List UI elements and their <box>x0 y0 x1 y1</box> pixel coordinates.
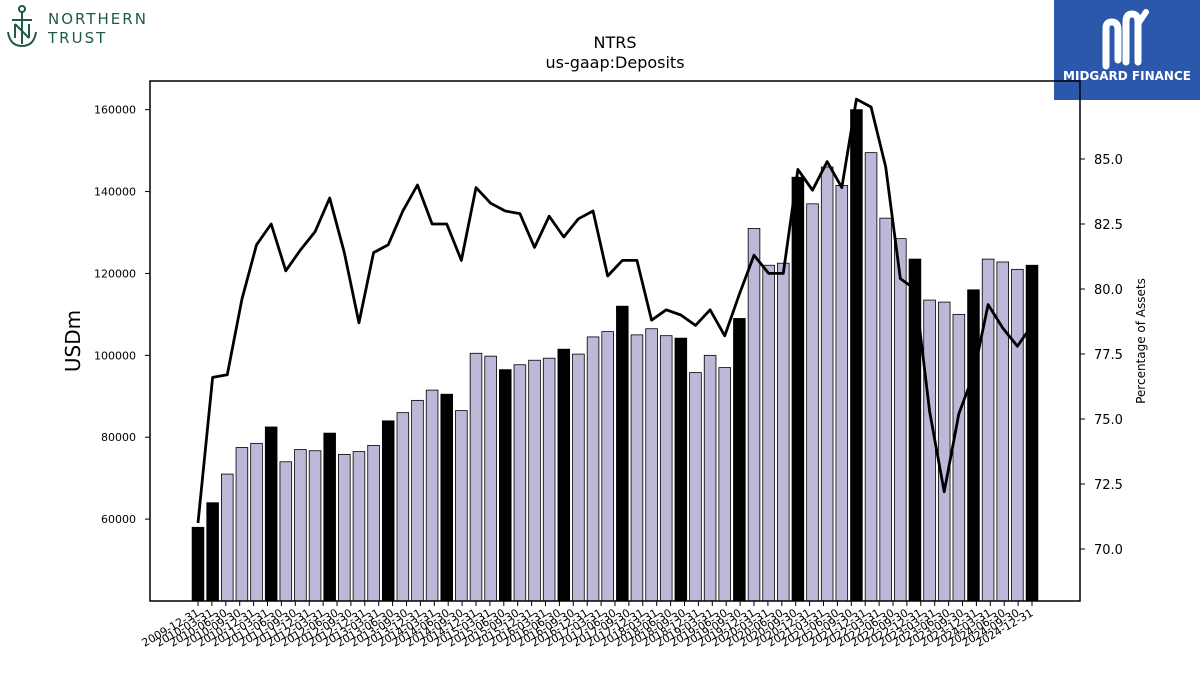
y2-tick-label: 80.0 <box>1094 283 1123 298</box>
bar <box>367 445 380 602</box>
x-axis: 2009-12-312010-03-312010-06-302010-09-30… <box>140 601 1036 650</box>
bar <box>952 313 966 602</box>
bar <box>352 451 366 602</box>
bar <box>689 372 702 602</box>
bar <box>601 331 614 602</box>
chart-title: NTRS <box>593 33 637 52</box>
y-axis-right: 70.0 72.5 75.0 77.5 80.0 82.5 85.0 <box>1080 153 1123 558</box>
bar <box>235 447 249 602</box>
bar <box>308 450 322 602</box>
bar <box>616 305 629 602</box>
bar <box>411 399 424 602</box>
chart-subtitle: us-gaap:Deposits <box>545 53 685 72</box>
bar <box>967 289 980 602</box>
bar <box>937 301 951 602</box>
y-axis-label: USDm <box>61 310 85 372</box>
bar <box>835 185 849 602</box>
bar <box>455 410 468 602</box>
bar <box>528 359 541 602</box>
bar <box>630 334 644 602</box>
bar <box>996 261 1009 602</box>
bar <box>908 258 922 602</box>
bar <box>557 348 571 602</box>
bar <box>864 152 878 602</box>
bar <box>191 526 205 602</box>
bar <box>806 203 819 602</box>
bar <box>791 176 805 602</box>
percentage-line <box>196 97 1034 524</box>
y2-tick-label: 70.0 <box>1094 543 1123 558</box>
bar <box>323 432 336 602</box>
bar <box>469 352 483 602</box>
bar <box>484 355 497 602</box>
y2-tick-label: 75.0 <box>1094 413 1123 428</box>
bar <box>762 264 775 602</box>
y-tick-label: 100000 <box>94 349 136 362</box>
brand-line-1: NORTHERN <box>48 10 148 28</box>
bar <box>250 442 263 602</box>
bar <box>440 393 453 602</box>
bar <box>1011 268 1024 602</box>
bar <box>338 454 351 602</box>
y2-tick-label: 85.0 <box>1094 153 1123 168</box>
y2-tick-label: 72.5 <box>1094 478 1123 493</box>
bar <box>381 420 395 602</box>
anchor-icon <box>7 5 37 48</box>
bar <box>923 299 936 602</box>
bar <box>733 318 746 602</box>
bar <box>879 217 892 602</box>
bar <box>703 354 717 602</box>
bar <box>499 369 512 602</box>
midgard-finance-logo: MIDGARD FINANCE <box>1054 0 1200 100</box>
brand-name: MIDGARD FINANCE <box>1063 69 1191 83</box>
y-tick-label: 140000 <box>94 186 136 199</box>
bar <box>542 357 556 602</box>
bar <box>586 336 600 602</box>
bar <box>206 502 219 602</box>
bar <box>850 109 863 602</box>
bar <box>674 337 688 602</box>
bar <box>572 353 585 602</box>
northern-trust-logo: NORTHERN TRUST <box>4 4 164 50</box>
brand-line-2: TRUST <box>48 29 108 47</box>
y-axis-left: 60000 80000 100000 120000 140000 160000 <box>94 104 150 526</box>
bar <box>747 227 761 602</box>
line-series <box>196 97 1034 524</box>
y2-axis-label: Percentage of Assets <box>1134 278 1148 404</box>
bar <box>777 262 790 602</box>
bar <box>894 238 907 602</box>
y2-tick-label: 77.5 <box>1094 348 1123 363</box>
bar <box>1025 264 1039 602</box>
bar <box>396 412 410 602</box>
y-tick-label: 60000 <box>101 513 136 526</box>
bar <box>820 166 834 602</box>
bar <box>513 364 527 602</box>
y-tick-label: 120000 <box>94 267 136 280</box>
y2-tick-label: 82.5 <box>1094 218 1123 233</box>
bar <box>264 426 278 602</box>
bar <box>645 328 658 602</box>
bar-series <box>191 109 1039 602</box>
bar <box>294 449 307 602</box>
bar <box>279 461 293 602</box>
y-tick-label: 80000 <box>101 431 136 444</box>
bar <box>718 367 731 602</box>
midgard-m-icon <box>1102 9 1149 70</box>
bar <box>425 389 439 602</box>
bar <box>659 335 673 602</box>
bar <box>221 473 234 602</box>
y-tick-label: 160000 <box>94 104 136 117</box>
